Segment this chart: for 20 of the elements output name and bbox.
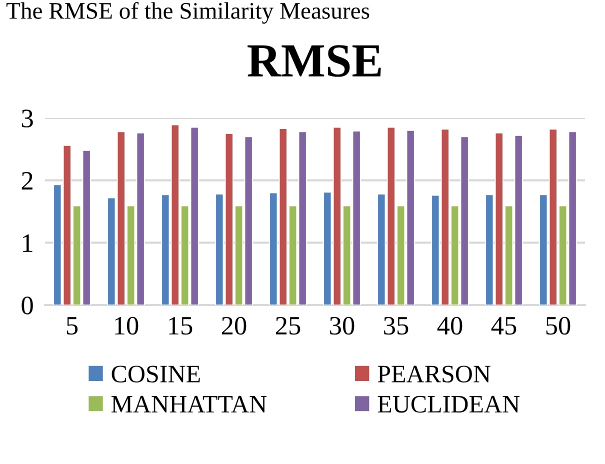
y-tick-label: 3 bbox=[22, 110, 33, 128]
text: The RMSE of the Similarity Measures bbox=[6, 2, 370, 24]
x-tick-label: 40 bbox=[437, 316, 462, 335]
x-tick-label: 30 bbox=[330, 316, 354, 335]
x-tick-label: 20 bbox=[222, 316, 246, 335]
x-tick-label: 45 bbox=[491, 317, 516, 335]
x-tick-label: 15 bbox=[169, 317, 192, 335]
x-tick-label: 50 bbox=[546, 316, 570, 335]
x-tick-label: 5 bbox=[66, 317, 78, 335]
legend-label: MANHATTAN bbox=[111, 396, 267, 412]
legend-label: PEARSON bbox=[378, 366, 490, 382]
chart-title: RMSE bbox=[248, 45, 381, 77]
y-tick-label: 0 bbox=[22, 296, 33, 314]
y-tick-label: 1 bbox=[23, 234, 32, 252]
x-tick-label: 10 bbox=[115, 316, 138, 335]
x-tick-label: 35 bbox=[384, 316, 408, 335]
legend-label: COSINE bbox=[112, 366, 200, 382]
y-tick-label: 2 bbox=[22, 172, 32, 190]
x-tick-label: 25 bbox=[276, 316, 300, 335]
legend-label: EUCLIDEAN bbox=[378, 396, 520, 413]
